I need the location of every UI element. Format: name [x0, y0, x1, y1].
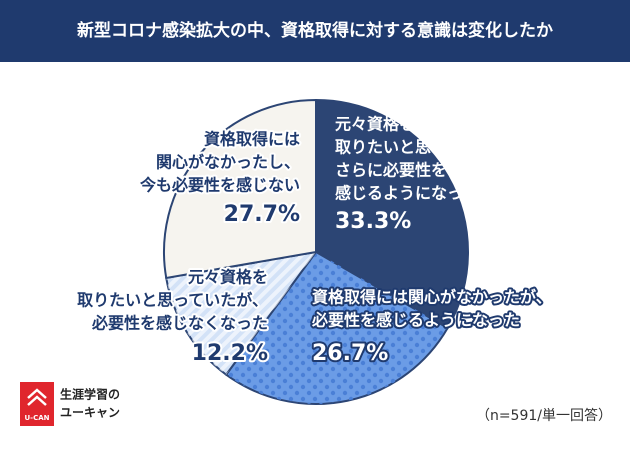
- slice-label: 資格取得には: [204, 130, 300, 149]
- slice-label: 今も必要性を感じない: [139, 176, 300, 195]
- value-label: 27.7%: [224, 202, 300, 227]
- pie: [163, 98, 469, 405]
- pie-slice: [163, 98, 317, 280]
- slice-label: 資格取得には関心がなかったが、: [312, 288, 552, 307]
- value-label: 33.3%: [335, 209, 411, 234]
- slice-pattern: [226, 252, 448, 405]
- labels: 元々資格を取りたいと思っていたが、さらに必要性を感じるようになった33.3%資格…: [75, 115, 554, 369]
- chart-title: 新型コロナ感染拡大の中、資格取得に対する意識は変化したか: [77, 20, 553, 41]
- slice-label: 関心がなかったし、: [156, 153, 300, 172]
- value-label: 26.7%: [312, 341, 388, 366]
- pie-slice: [315, 98, 469, 330]
- slice-pattern: [166, 252, 316, 375]
- slice-label: 必要性を感じるようになった: [311, 311, 520, 330]
- slice-label: さらに必要性を: [335, 161, 447, 180]
- logo-text: ユーキャン: [60, 406, 120, 420]
- slice-label: 元々資格を: [335, 115, 415, 134]
- value-label: 12.2%: [192, 341, 268, 366]
- slice-label: 元々資格を: [188, 268, 268, 287]
- logo-brand: U-CAN: [24, 414, 49, 422]
- title-bar: [0, 0, 630, 62]
- logo-text: 生涯学習の: [60, 387, 120, 402]
- slice-label: 必要性を感じなくなった: [91, 314, 268, 333]
- slice-label: 感じるようになった: [335, 184, 479, 203]
- logo-icon: [27, 388, 47, 406]
- slice-label: 取りたいと思っていたが、: [335, 138, 526, 157]
- slice-label: 取りたいと思っていたが、: [77, 291, 268, 310]
- note: （n=591/単一回答）: [476, 407, 612, 424]
